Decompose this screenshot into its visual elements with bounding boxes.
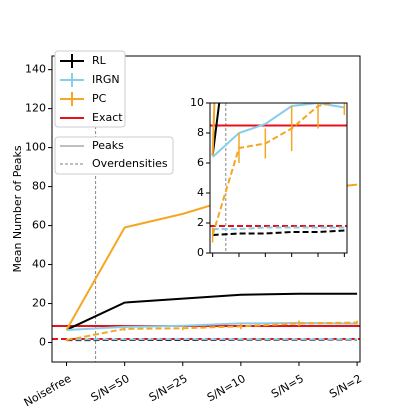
y-tick-label: 6	[197, 156, 204, 169]
legend-label: Overdensities	[92, 157, 168, 170]
legend-label: IRGN	[92, 73, 120, 86]
legend-box	[54, 136, 174, 175]
axes-frame	[51, 55, 361, 363]
axes-frame	[209, 102, 348, 254]
x-tick-label: S/N=10	[205, 372, 248, 404]
plot-area	[52, 56, 360, 362]
legend-label: PC	[92, 92, 107, 105]
x-tick-label: S/N=5	[269, 372, 306, 401]
series-line	[211, 103, 345, 158]
y-tick-label: 4	[197, 186, 204, 199]
y-tick-label: 120	[25, 102, 46, 115]
legend-box	[54, 50, 126, 128]
y-tick-label: 0	[197, 246, 204, 259]
legend-label: Peaks	[92, 139, 124, 152]
series-line	[66, 321, 358, 342]
y-tick-label: 140	[25, 63, 46, 76]
y-tick-label: 60	[32, 219, 46, 232]
x-tick-label: S/N=50	[89, 372, 132, 404]
plot-area	[210, 103, 347, 253]
series-line	[212, 229, 345, 236]
y-axis-label: Mean Number of Peaks	[11, 145, 24, 272]
y-tick-label: 2	[197, 216, 204, 229]
legend-label: RL	[92, 54, 107, 67]
x-tick-label: Noisefree	[22, 372, 74, 409]
y-tick-label: 8	[197, 126, 204, 139]
y-tick-label: 0	[39, 336, 46, 349]
y-tick-label: 10	[190, 96, 204, 109]
series-line	[211, 103, 336, 236]
series-line	[66, 292, 358, 331]
y-tick-label: 40	[32, 258, 46, 271]
y-tick-label: 100	[25, 141, 46, 154]
y-tick-label: 80	[32, 180, 46, 193]
x-tick-label: S/N=25	[147, 372, 190, 404]
legend-label: Exact	[92, 111, 123, 124]
series-line	[212, 226, 345, 230]
y-tick-label: 20	[32, 297, 46, 310]
x-tick-label: S/N=2	[327, 372, 364, 401]
